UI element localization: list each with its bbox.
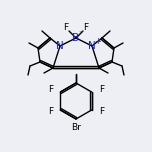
Text: F: F (83, 24, 89, 33)
Text: +: + (95, 36, 101, 45)
Text: F: F (48, 107, 53, 116)
Text: B: B (73, 33, 79, 43)
Text: F: F (48, 85, 53, 95)
Text: N: N (88, 41, 96, 51)
Text: F: F (99, 107, 104, 116)
Text: F: F (63, 24, 69, 33)
Text: Br: Br (71, 123, 81, 131)
Text: N: N (56, 41, 64, 51)
Text: ⁻: ⁻ (79, 29, 83, 38)
Text: F: F (99, 85, 104, 95)
